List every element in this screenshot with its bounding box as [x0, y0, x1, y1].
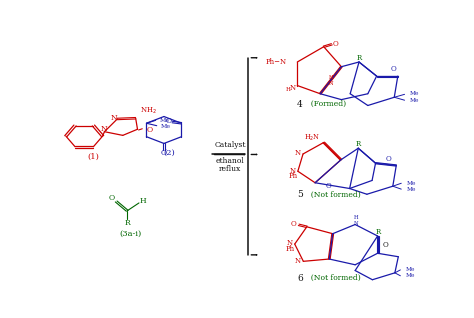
Text: Me: Me: [160, 118, 170, 122]
Text: Ph−N: Ph−N: [265, 58, 286, 66]
Text: Me: Me: [161, 124, 171, 129]
Text: ethanol: ethanol: [216, 156, 245, 165]
Text: N: N: [295, 149, 301, 157]
Text: N: N: [100, 125, 107, 133]
Text: O: O: [291, 220, 296, 228]
Text: Me: Me: [410, 98, 419, 103]
Text: O: O: [146, 126, 153, 134]
Text: N: N: [286, 239, 292, 247]
Text: (1): (1): [88, 153, 100, 161]
Text: O: O: [383, 241, 389, 249]
Text: (Not formed): (Not formed): [306, 274, 361, 282]
Text: R: R: [124, 218, 130, 226]
Text: Me: Me: [406, 273, 415, 278]
Text: Me: Me: [407, 181, 416, 186]
Text: 6: 6: [297, 273, 303, 283]
Text: O: O: [326, 182, 332, 190]
Text: H$_2$N: H$_2$N: [303, 133, 320, 143]
Text: N: N: [295, 257, 301, 265]
Text: H
N: H N: [329, 75, 334, 86]
Text: H: H: [285, 87, 290, 93]
Text: O: O: [109, 194, 115, 202]
Text: Ph: Ph: [286, 245, 295, 253]
Text: O: O: [165, 117, 172, 125]
Text: reflux: reflux: [219, 165, 241, 173]
Text: H
N: H N: [354, 215, 358, 226]
Text: (3a-i): (3a-i): [120, 230, 142, 238]
Text: Me: Me: [406, 267, 415, 273]
Text: 5: 5: [297, 190, 303, 199]
Text: Me: Me: [407, 187, 416, 192]
Text: H: H: [140, 197, 146, 205]
Text: N: N: [290, 167, 296, 175]
Text: O: O: [333, 39, 338, 48]
Text: O: O: [386, 155, 392, 163]
Text: N: N: [290, 85, 296, 93]
Text: Me: Me: [410, 91, 419, 96]
Text: R: R: [356, 140, 361, 148]
Text: NH$_2$: NH$_2$: [140, 106, 157, 116]
Text: (2): (2): [164, 149, 175, 157]
Text: R: R: [356, 54, 362, 62]
Text: O: O: [391, 65, 396, 73]
Text: N: N: [110, 114, 117, 122]
Text: R: R: [376, 228, 381, 236]
Text: 4: 4: [297, 100, 303, 109]
Text: (Formed): (Formed): [306, 100, 346, 108]
Text: Catalyst: Catalyst: [214, 141, 246, 149]
Text: O: O: [161, 149, 167, 156]
Text: Ph: Ph: [289, 172, 298, 180]
Text: (Not formed): (Not formed): [306, 191, 361, 199]
